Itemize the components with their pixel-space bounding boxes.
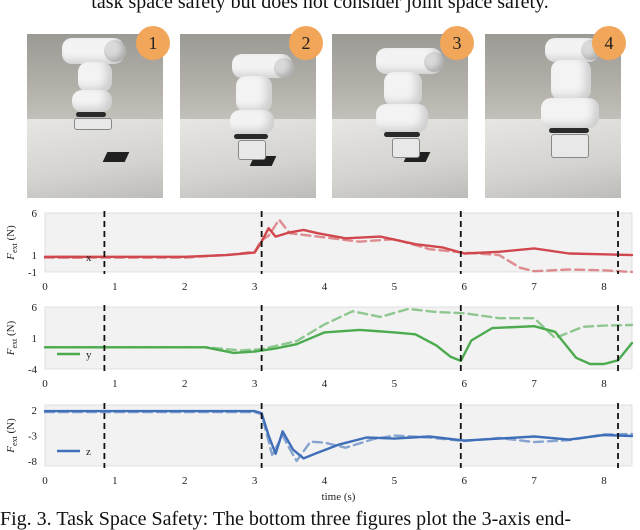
robot-arm-graphic [214, 54, 304, 164]
robot-photo-1 [27, 34, 163, 198]
x-tick-label: 2 [182, 378, 188, 390]
x-tick-label: 8 [601, 281, 607, 293]
x-tick-label: 6 [462, 475, 468, 487]
x-tick-label: 1 [112, 281, 118, 293]
x-tick-label: 7 [531, 475, 537, 487]
x-tick-label: 8 [601, 378, 607, 390]
legend-label: z [86, 446, 91, 458]
x-tick-label: 5 [392, 281, 398, 293]
photo-badge-4: 4 [592, 26, 626, 60]
x-tick-label: 4 [322, 281, 328, 293]
x-tick-label: 4 [322, 475, 328, 487]
x-tick-label: 2 [182, 475, 188, 487]
x-tick-label: 0 [42, 281, 48, 293]
x-tick-label: 6 [462, 281, 468, 293]
legend-label: y [86, 349, 92, 361]
x-tick-label: 1 [112, 475, 118, 487]
figure-caption: Fig. 3. Task Space Safety: The bottom th… [0, 508, 572, 530]
x-tick-label: 4 [322, 378, 328, 390]
robot-arm-graphic [362, 48, 452, 158]
robot-photo-2 [180, 34, 316, 198]
series-line-dashed [43, 410, 634, 463]
y-tick-label: 1 [32, 333, 38, 345]
y-tick-label: 6 [32, 208, 38, 220]
x-axis-label: time (s) [322, 491, 356, 503]
x-tick-label: 7 [531, 281, 537, 293]
force-plots: 6 1 -1 0 1 2 3 4 5 6 7 8 Fext (N) x 6 1 -4 0 1 2 3 4 5 6 7 8 Fext … [5, 208, 634, 503]
y-tick-label: 1 [32, 250, 38, 262]
series-line-dashed [43, 218, 634, 274]
y-tick-label: -8 [28, 456, 38, 468]
y-axis-label: Fext (N) [5, 418, 19, 454]
x-tick-label: 5 [392, 378, 398, 390]
y-axis-label: Fext (N) [5, 320, 19, 356]
y-tick-label: -3 [28, 431, 38, 443]
y-tick-label: 6 [32, 302, 38, 314]
x-tick-label: 5 [392, 475, 398, 487]
x-tick-label: 2 [182, 281, 188, 293]
robot-photo-4 [485, 34, 621, 198]
x-tick-label: 3 [252, 475, 258, 487]
plot-area [44, 404, 633, 467]
y-axis-label: Fext (N) [5, 225, 19, 261]
photo-badge-2: 2 [289, 26, 323, 60]
x-tick-label: 8 [601, 475, 607, 487]
y-tick-label: -4 [28, 364, 38, 376]
x-tick-label: 1 [112, 378, 118, 390]
legend-label: x [86, 252, 92, 264]
photo-badge-3: 3 [440, 26, 474, 60]
x-tick-label: 3 [252, 378, 258, 390]
x-tick-label: 6 [462, 378, 468, 390]
robot-arm-graphic [52, 38, 142, 148]
series-line-solid [43, 324, 634, 366]
x-tick-label: 0 [42, 475, 48, 487]
robot-photo-3 [332, 34, 468, 198]
plot-area [44, 212, 633, 273]
x-tick-label: 3 [252, 281, 258, 293]
x-tick-label: 0 [42, 378, 48, 390]
photo-badge-1: 1 [136, 26, 170, 60]
plot-area [44, 306, 633, 370]
series-line-dashed [43, 307, 634, 352]
y-tick-label: 2 [32, 405, 38, 417]
x-tick-label: 7 [531, 378, 537, 390]
header-text: task space safety but does not consider … [91, 0, 549, 13]
robot-arm-graphic [525, 38, 615, 168]
y-tick-label: -1 [28, 267, 37, 279]
